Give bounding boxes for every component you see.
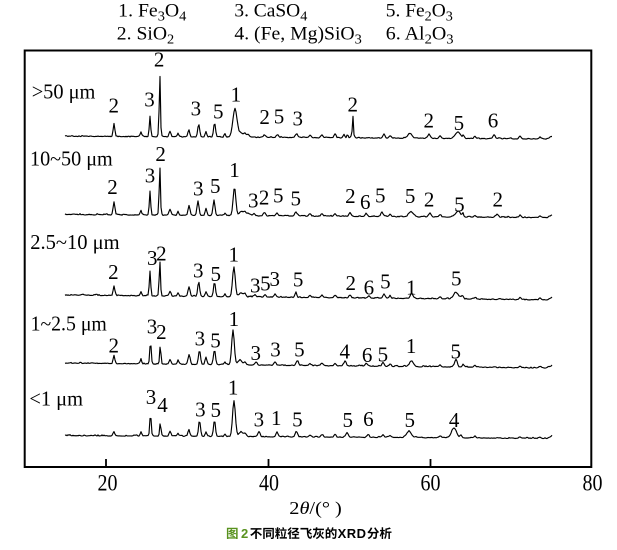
svg-text:3: 3 — [195, 327, 206, 351]
svg-text:5: 5 — [290, 187, 301, 211]
svg-text:5: 5 — [454, 193, 465, 217]
svg-text:6: 6 — [360, 190, 371, 214]
svg-text:2: 2 — [108, 333, 119, 357]
svg-text:2: 2 — [156, 320, 167, 344]
svg-text:3: 3 — [254, 408, 265, 432]
svg-text:2: 2 — [154, 48, 165, 72]
svg-text:5: 5 — [294, 337, 305, 361]
svg-text:5: 5 — [375, 183, 386, 207]
svg-text:2: 2 — [107, 175, 118, 199]
svg-text:4: 4 — [157, 393, 168, 417]
svg-text:3: 3 — [147, 315, 158, 339]
svg-text:2: 2 — [259, 105, 270, 129]
svg-text:1: 1 — [228, 243, 239, 267]
svg-text:3: 3 — [145, 164, 156, 188]
svg-text:5: 5 — [405, 184, 416, 208]
svg-text:1: 1 — [228, 376, 239, 400]
svg-text:5: 5 — [274, 104, 285, 128]
svg-text:6: 6 — [364, 275, 375, 299]
svg-text:40: 40 — [259, 471, 279, 497]
svg-text:3: 3 — [193, 177, 204, 201]
svg-text:2: 2 — [345, 271, 356, 295]
svg-text:6: 6 — [362, 343, 373, 367]
svg-text:2: 2 — [492, 188, 503, 212]
svg-text:1: 1 — [406, 275, 417, 299]
svg-text:1~2.5 μm: 1~2.5 μm — [31, 314, 107, 336]
svg-text:1: 1 — [229, 158, 240, 182]
svg-text:2: 2 — [241, 526, 248, 541]
svg-text:3: 3 — [250, 273, 261, 297]
svg-text:2.5~10 μm: 2.5~10 μm — [30, 232, 119, 254]
svg-text:3: 3 — [269, 267, 280, 291]
svg-text:4: 4 — [339, 339, 350, 363]
svg-text:2: 2 — [345, 184, 356, 208]
svg-text:5: 5 — [380, 270, 391, 294]
svg-text:80: 80 — [583, 471, 603, 497]
svg-text:5: 5 — [378, 343, 389, 367]
svg-text:3: 3 — [292, 106, 303, 130]
svg-text:1: 1 — [231, 83, 242, 107]
svg-text:3: 3 — [193, 259, 204, 283]
svg-text:5: 5 — [213, 99, 224, 123]
svg-text:3: 3 — [147, 246, 158, 270]
svg-text:5: 5 — [451, 266, 462, 290]
svg-text:10~50 μm: 10~50 μm — [30, 149, 113, 171]
svg-text:3: 3 — [144, 88, 155, 112]
svg-text:3: 3 — [195, 397, 206, 421]
svg-text:2: 2 — [423, 108, 434, 132]
svg-text:5: 5 — [211, 398, 222, 422]
svg-text:1: 1 — [406, 334, 417, 358]
svg-text:20: 20 — [98, 471, 118, 497]
svg-text:5: 5 — [450, 339, 461, 363]
svg-text:5: 5 — [292, 408, 303, 432]
svg-text:5: 5 — [211, 262, 222, 286]
svg-text:5: 5 — [342, 408, 353, 432]
svg-text:>50 μm: >50 μm — [32, 82, 96, 104]
svg-text:5: 5 — [454, 111, 465, 135]
svg-text:6: 6 — [488, 109, 499, 133]
svg-text:60: 60 — [421, 471, 441, 497]
svg-text:5: 5 — [404, 408, 415, 432]
svg-text:5: 5 — [273, 183, 284, 207]
svg-text:2: 2 — [424, 188, 435, 212]
svg-text:2: 2 — [108, 260, 119, 284]
svg-text:2: 2 — [156, 242, 167, 266]
svg-text:2: 2 — [259, 186, 270, 210]
svg-text:1: 1 — [229, 307, 240, 331]
svg-text:2: 2 — [155, 142, 166, 166]
svg-text:6: 6 — [363, 407, 374, 431]
svg-text:5: 5 — [260, 272, 271, 296]
svg-text:XRD: XRD — [338, 526, 367, 541]
svg-text:5: 5 — [210, 328, 221, 352]
svg-text:4: 4 — [449, 408, 460, 432]
svg-text:3: 3 — [146, 385, 157, 409]
svg-text:2: 2 — [348, 93, 359, 117]
svg-text:2θ/(° ): 2θ/(° ) — [289, 498, 342, 519]
svg-text:3: 3 — [251, 341, 262, 365]
svg-text:3: 3 — [270, 338, 281, 362]
svg-text:3: 3 — [191, 97, 202, 121]
svg-text:2: 2 — [108, 93, 119, 117]
svg-text:<1 μm: <1 μm — [29, 389, 83, 411]
svg-text:5: 5 — [210, 174, 221, 198]
svg-text:3: 3 — [248, 188, 259, 212]
svg-text:5: 5 — [293, 267, 304, 291]
svg-text:1: 1 — [271, 406, 282, 430]
